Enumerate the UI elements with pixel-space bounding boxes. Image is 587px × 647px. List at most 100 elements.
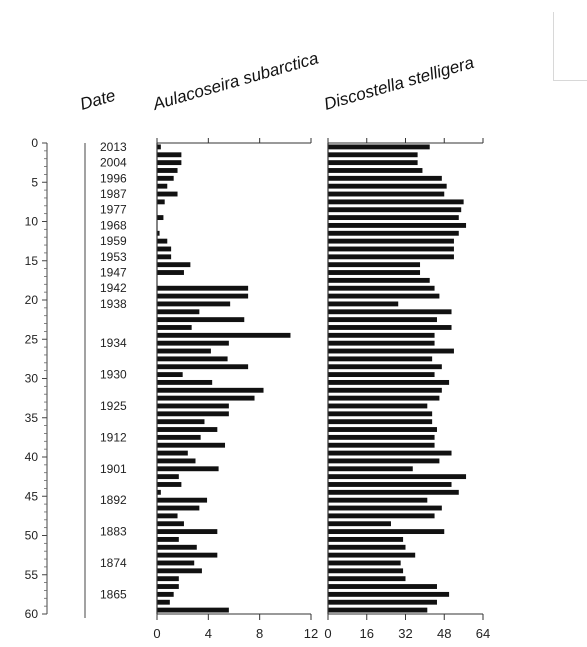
date-label: 1874	[100, 556, 127, 570]
date-label: 1953	[100, 250, 127, 264]
bar	[157, 254, 172, 260]
bar	[328, 285, 435, 291]
bar	[328, 560, 401, 566]
series-title-aulacoseira: Aulacoseira subarctica	[150, 48, 321, 114]
bar	[328, 309, 452, 315]
bar	[157, 230, 160, 236]
bar	[157, 175, 174, 181]
bar	[328, 293, 440, 299]
bar	[157, 317, 245, 323]
bar	[328, 254, 454, 260]
bar	[157, 325, 192, 330]
depth-tick-label: 0	[31, 136, 38, 150]
bar	[328, 419, 433, 425]
x-tick-label: 48	[437, 626, 451, 641]
bar	[157, 152, 182, 158]
bar	[157, 293, 249, 299]
bar	[328, 230, 459, 236]
bar	[328, 215, 459, 221]
bar	[328, 183, 447, 189]
bar	[157, 458, 196, 464]
bar	[157, 427, 218, 432]
bar	[157, 364, 249, 370]
bar	[157, 591, 174, 597]
bar	[157, 560, 195, 566]
bar	[157, 309, 200, 315]
bar	[157, 246, 172, 252]
bar	[157, 183, 168, 189]
bar	[328, 576, 406, 582]
date-label: 1934	[100, 336, 127, 350]
date-label: 1996	[100, 171, 127, 185]
bar	[328, 238, 454, 244]
bar	[328, 207, 462, 213]
bar	[157, 489, 161, 495]
bar	[328, 513, 435, 519]
bar	[157, 505, 200, 511]
bar	[328, 536, 404, 542]
bar	[328, 568, 404, 574]
depth-tick-label: 55	[25, 568, 39, 582]
bar	[328, 348, 454, 354]
bar	[157, 474, 179, 480]
bar	[157, 356, 228, 362]
x-tick-label: 16	[360, 626, 374, 641]
bar	[328, 599, 437, 605]
bar	[157, 332, 291, 338]
date-label: 1930	[100, 368, 127, 382]
depth-tick-label: 20	[25, 293, 39, 307]
bar	[328, 544, 406, 550]
date-label: 1883	[100, 525, 127, 539]
bar	[328, 144, 430, 150]
date-label: 1968	[100, 218, 127, 232]
bar	[157, 529, 218, 535]
bar	[328, 340, 435, 346]
series-title-discostella: Discostella stelligera	[322, 53, 476, 114]
column-headers: Date Aulacoseira subarctica Discostella …	[78, 48, 476, 114]
depth-axis: 0 5 10 15 20 25 30 35 40 45 50 55 60	[25, 136, 48, 621]
x-tick-label: 32	[398, 626, 412, 641]
bar	[328, 458, 440, 464]
bar	[328, 489, 459, 495]
bar	[328, 607, 428, 613]
bar	[328, 372, 435, 378]
bar	[157, 301, 231, 307]
depth-tick-label: 5	[31, 175, 38, 189]
bar	[328, 199, 464, 205]
bar	[328, 387, 442, 393]
bar	[157, 584, 179, 589]
bar	[328, 379, 450, 385]
bar	[157, 387, 264, 393]
bar	[328, 277, 430, 283]
bar	[157, 466, 219, 472]
bar	[328, 521, 391, 527]
bar	[157, 497, 208, 503]
bar	[328, 160, 418, 166]
bar	[157, 395, 255, 401]
bar	[157, 411, 229, 417]
bar	[157, 199, 165, 205]
date-label: 1947	[100, 266, 127, 280]
bar	[328, 168, 423, 173]
bar	[328, 246, 454, 252]
bar	[328, 505, 442, 511]
date-label: 1942	[100, 281, 127, 295]
bar	[157, 568, 202, 574]
date-column-title: Date	[78, 86, 118, 114]
bar	[328, 364, 442, 370]
bar	[328, 301, 399, 307]
bar	[328, 529, 445, 535]
bar	[328, 222, 467, 228]
bar	[328, 497, 428, 503]
aulacoseira-panel: 0 4 8 12	[153, 138, 318, 641]
bar	[157, 403, 229, 409]
bar	[328, 262, 421, 268]
bar	[328, 395, 440, 401]
bar	[157, 144, 161, 150]
depth-tick-label: 25	[25, 332, 39, 346]
date-label: 1865	[100, 587, 127, 601]
bar	[328, 474, 467, 480]
bar	[157, 552, 218, 558]
